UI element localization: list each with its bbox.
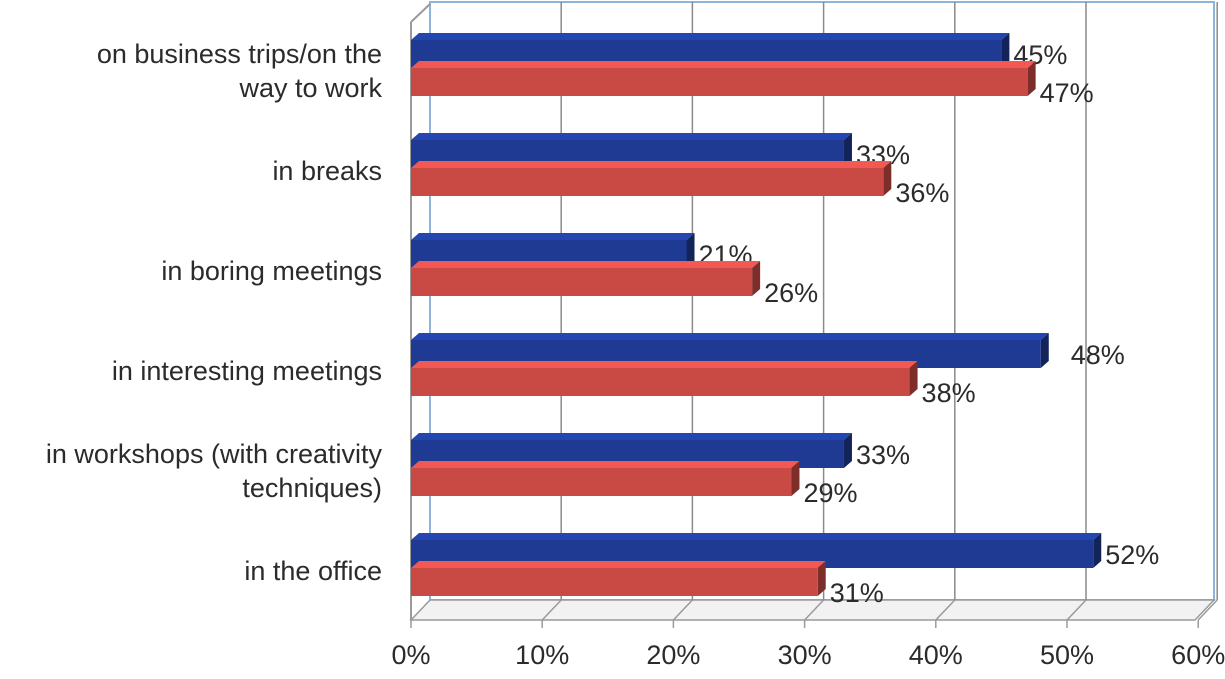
bar bbox=[411, 61, 1036, 96]
bar-top-face bbox=[411, 33, 1010, 40]
data-label: 33% bbox=[856, 440, 910, 470]
x-tick-label: 40% bbox=[909, 640, 963, 670]
data-label: 52% bbox=[1105, 540, 1159, 570]
bar-end-face bbox=[843, 433, 852, 468]
bar-front-face bbox=[411, 368, 910, 396]
plot-frame bbox=[409, 1, 1216, 621]
bar-end-face bbox=[1040, 333, 1049, 368]
bar bbox=[411, 261, 761, 296]
floor-gridline bbox=[1197, 599, 1218, 621]
x-tick-label: 50% bbox=[1040, 640, 1094, 670]
bar-end-face bbox=[909, 361, 918, 396]
category-label: in breaks bbox=[272, 156, 382, 186]
data-label: 29% bbox=[803, 478, 857, 508]
bar-end-face bbox=[843, 133, 852, 168]
bar-end-face bbox=[1027, 61, 1036, 96]
bar-end-face bbox=[1093, 533, 1102, 568]
bar-top-face bbox=[411, 133, 852, 140]
bar-top-face bbox=[411, 361, 918, 368]
category-label: on business trips/on the way to work bbox=[97, 39, 383, 103]
x-tick-label: 60% bbox=[1171, 640, 1225, 670]
category-label: in workshops (with creativity techniques) bbox=[46, 439, 383, 503]
floor-gridline bbox=[935, 599, 956, 621]
bar-top-face bbox=[411, 461, 800, 468]
floor-gridline bbox=[1066, 599, 1087, 621]
bar-top-face bbox=[411, 261, 761, 268]
data-label: 36% bbox=[895, 178, 949, 208]
floor-gridline bbox=[541, 599, 562, 621]
bar-front-face bbox=[411, 268, 753, 296]
bar bbox=[411, 361, 918, 396]
bar-end-face bbox=[752, 261, 761, 296]
bar-top-face bbox=[411, 233, 695, 240]
data-label: 48% bbox=[1071, 340, 1125, 370]
bar-end-face bbox=[686, 233, 695, 268]
x-tick-label: 0% bbox=[391, 640, 430, 670]
bar-front-face bbox=[411, 568, 818, 596]
bar-front-face bbox=[411, 168, 884, 196]
floor bbox=[409, 599, 1216, 621]
bar-end-face bbox=[791, 461, 800, 496]
data-label: 26% bbox=[764, 278, 818, 308]
bar-end-face bbox=[817, 561, 826, 596]
bar-end-face bbox=[883, 161, 892, 196]
category-label: in interesting meetings bbox=[112, 356, 382, 386]
x-tick-label: 20% bbox=[646, 640, 700, 670]
floor-gridline bbox=[672, 599, 693, 621]
bar-top-face bbox=[411, 433, 852, 440]
x-tick-label: 30% bbox=[778, 640, 832, 670]
data-label: 31% bbox=[830, 578, 884, 608]
bar-top-face bbox=[411, 161, 892, 168]
bar-front-face bbox=[411, 68, 1028, 96]
bar-end-face bbox=[1001, 33, 1010, 68]
bar-top-face bbox=[411, 561, 826, 568]
x-tick-label: 10% bbox=[515, 640, 569, 670]
bars: 45%47%33%36%21%26%48%38%33%29%52%31% bbox=[411, 33, 1159, 608]
side-wall-top-edge bbox=[410, 3, 431, 23]
category-label: in the office bbox=[244, 556, 382, 586]
x-axis-ticks: 0% 10% 20% 30% 40% 50% 60% bbox=[391, 620, 1225, 670]
category-labels: on business trips/on the way to work in br… bbox=[46, 39, 383, 586]
gridlines bbox=[541, 2, 1218, 621]
bar bbox=[411, 161, 892, 196]
data-label: 47% bbox=[1040, 78, 1094, 108]
bar-top-face bbox=[411, 61, 1036, 68]
bar bbox=[411, 461, 800, 496]
floor-gridline bbox=[804, 599, 825, 621]
bar-front-face bbox=[411, 468, 792, 496]
category-label: in boring meetings bbox=[161, 256, 382, 286]
bar-top-face bbox=[411, 333, 1049, 340]
data-label: 38% bbox=[922, 378, 976, 408]
bar bbox=[411, 561, 826, 596]
bar-top-face bbox=[411, 533, 1102, 540]
